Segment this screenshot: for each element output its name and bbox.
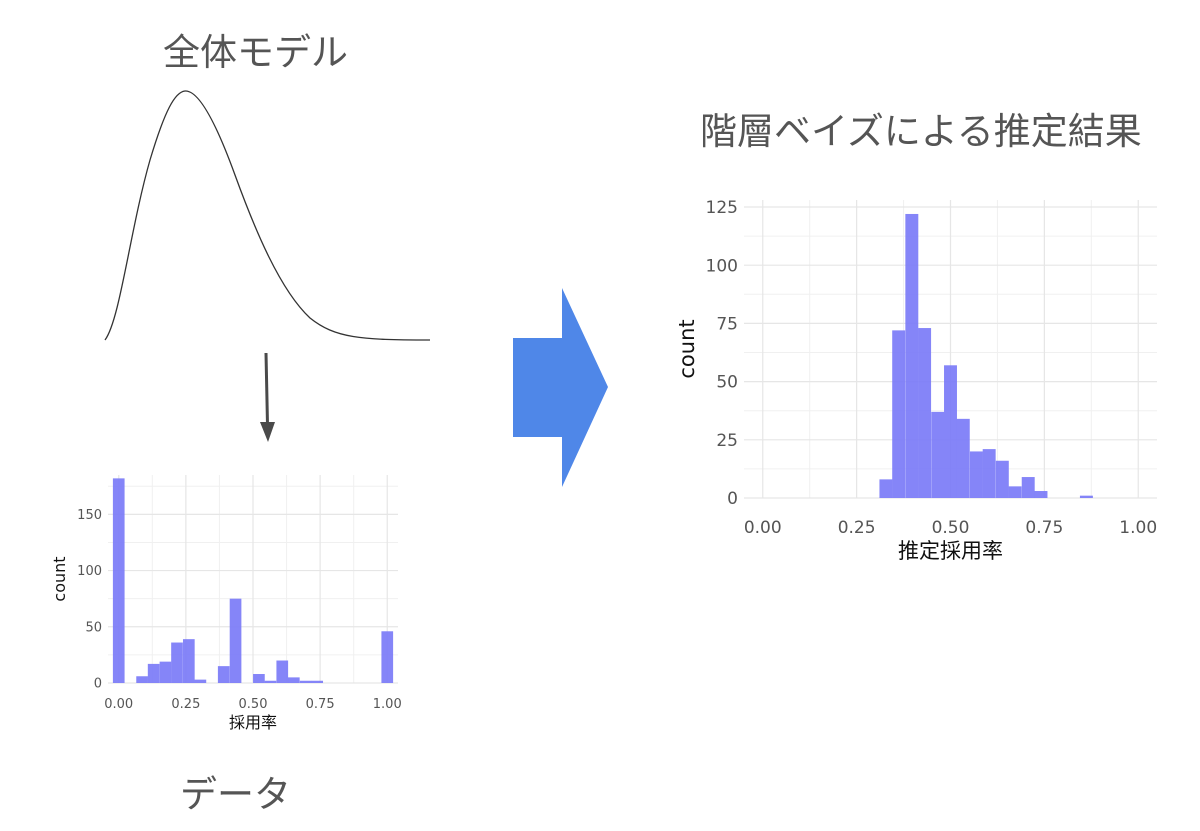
y-tick-label: 100 <box>77 564 102 579</box>
histogram-bar <box>171 642 183 683</box>
histogram-bar <box>1021 477 1035 498</box>
x-tick-label: 1.00 <box>1119 518 1157 538</box>
histogram-bar <box>147 663 160 683</box>
histogram-bar <box>311 680 324 683</box>
histogram-bar <box>879 479 893 498</box>
histogram-bar <box>905 213 919 498</box>
x-axis-label: 推定採用率 <box>898 539 1003 563</box>
histogram-bar <box>253 674 265 683</box>
x-tick-label: 0.25 <box>838 518 876 538</box>
histogram-bar <box>1008 486 1022 498</box>
histogram-bar <box>287 677 300 683</box>
data-histogram: 0.00 0.25 0.50 0.75 1.00 0 50 100 150 採用率 count <box>50 475 402 732</box>
histogram-bar <box>892 330 906 498</box>
x-axis-label: 採用率 <box>229 713 277 732</box>
histogram-bar <box>182 639 195 683</box>
down-arrow-icon <box>260 352 275 442</box>
y-axis-label: count <box>50 556 69 601</box>
x-tick-label: 1.00 <box>373 697 402 712</box>
histogram-bar <box>229 598 242 683</box>
histogram-bar <box>931 411 945 498</box>
histogram-bar <box>276 660 289 683</box>
y-tick-label: 125 <box>706 198 738 218</box>
data-title: データ <box>180 773 291 816</box>
x-tick-label: 0.25 <box>171 697 200 712</box>
histogram-bar <box>944 365 957 498</box>
histogram-bar <box>1079 495 1093 498</box>
histogram-bar <box>194 679 207 683</box>
histogram-bar <box>381 631 394 683</box>
result-title: 階層ベイズによる推定結果 <box>700 110 1142 153</box>
y-tick-label: 75 <box>716 315 738 335</box>
histogram-bar <box>969 451 983 498</box>
estimate-histogram: 0.00 0.25 0.50 0.75 1.00 0 25 50 75 100 125 推定採用率 co… <box>675 198 1157 563</box>
histogram-bar <box>159 661 172 683</box>
y-tick-label: 50 <box>85 620 102 635</box>
density-curve <box>104 90 431 341</box>
histogram-bar <box>299 680 312 683</box>
histogram-bar <box>1034 491 1048 498</box>
histogram-bar <box>982 449 996 498</box>
x-tick-label: 0.50 <box>932 518 970 538</box>
histogram-bar <box>112 478 125 683</box>
x-tick-label: 0.00 <box>104 697 133 712</box>
histogram-bar <box>995 460 1009 498</box>
histogram-bar <box>136 676 148 683</box>
x-tick-label: 0.00 <box>744 518 782 538</box>
y-tick-label: 100 <box>706 256 738 276</box>
histogram-bar <box>918 328 932 498</box>
y-tick-label: 25 <box>716 431 738 451</box>
histogram-bar <box>264 680 277 683</box>
histogram-bar <box>217 666 230 683</box>
overall-model-title: 全体モデル <box>163 31 348 74</box>
y-tick-label: 0 <box>94 677 102 692</box>
y-tick-label: 150 <box>77 508 102 523</box>
y-tick-label: 50 <box>716 373 738 393</box>
x-tick-label: 0.75 <box>306 697 335 712</box>
y-tick-label: 0 <box>727 489 738 509</box>
y-axis-label: count <box>675 319 699 378</box>
histogram-bar <box>956 418 970 498</box>
x-tick-label: 0.50 <box>239 697 268 712</box>
x-tick-label: 0.75 <box>1025 518 1063 538</box>
right-arrow-icon <box>513 288 608 487</box>
